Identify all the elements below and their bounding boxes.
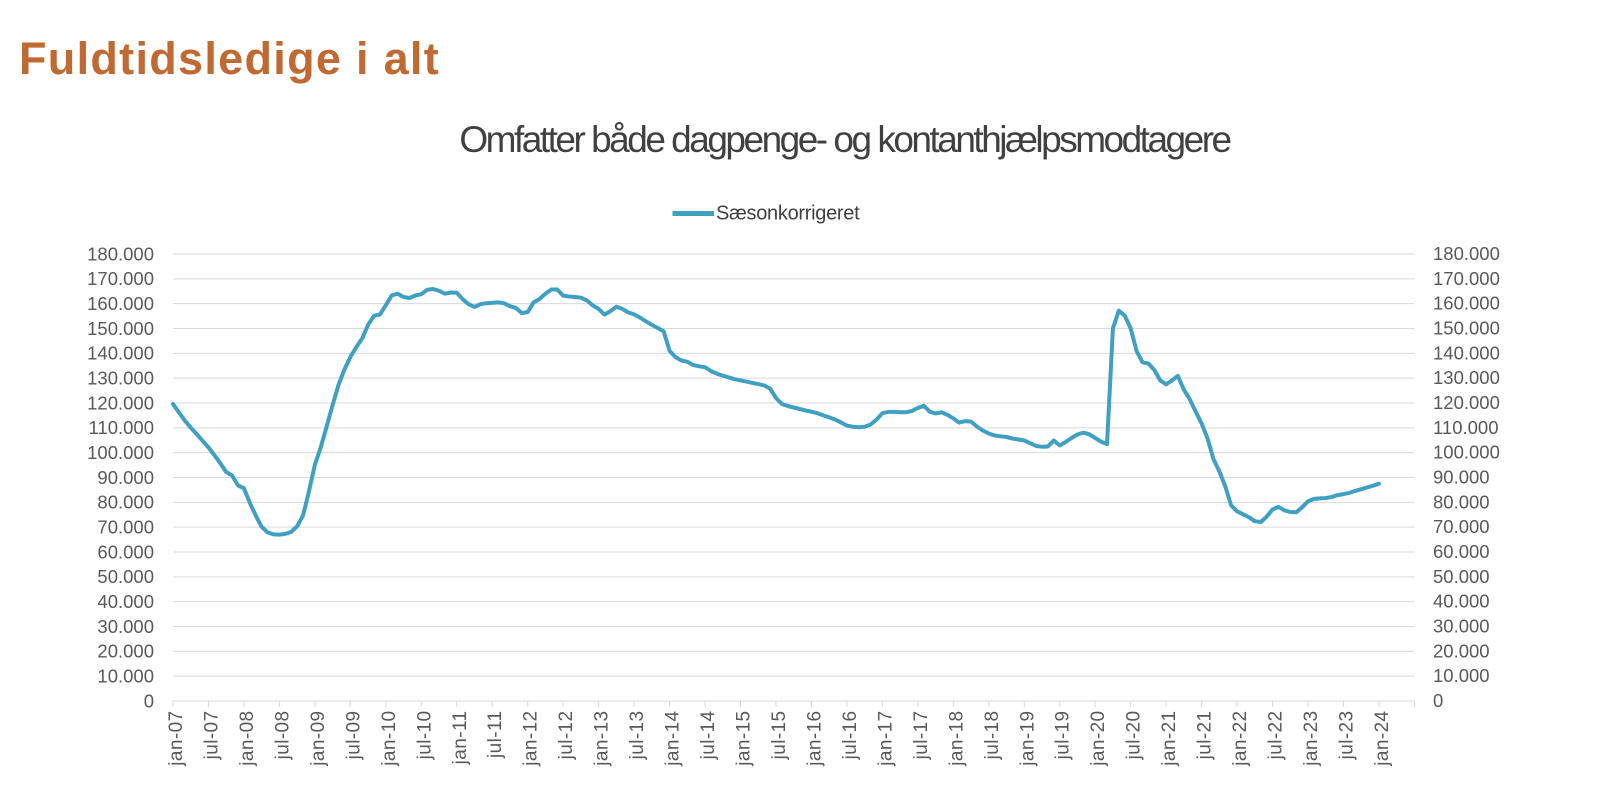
svg-text:170.000: 170.000 <box>1433 268 1500 289</box>
svg-text:140.000: 140.000 <box>87 343 154 364</box>
svg-text:50.000: 50.000 <box>97 566 154 587</box>
svg-text:100.000: 100.000 <box>1433 442 1500 463</box>
svg-text:jul-08: jul-08 <box>272 711 293 761</box>
svg-text:40.000: 40.000 <box>1433 591 1490 612</box>
svg-text:90.000: 90.000 <box>97 467 154 488</box>
svg-text:170.000: 170.000 <box>87 268 154 289</box>
svg-text:jan-16: jan-16 <box>804 711 825 767</box>
svg-text:Omfatter både dagpenge- og kon: Omfatter både dagpenge- og kontanthjælps… <box>459 119 1230 160</box>
svg-text:100.000: 100.000 <box>87 442 154 463</box>
svg-text:jan-09: jan-09 <box>308 711 329 767</box>
svg-text:jan-08: jan-08 <box>237 711 258 767</box>
svg-text:140.000: 140.000 <box>1433 342 1500 363</box>
svg-text:jan-10: jan-10 <box>379 711 400 767</box>
svg-text:jul-12: jul-12 <box>556 711 577 761</box>
svg-text:jul-07: jul-07 <box>201 711 222 761</box>
svg-text:130.000: 130.000 <box>1433 367 1500 388</box>
svg-text:70.000: 70.000 <box>1433 516 1490 537</box>
svg-text:jan-22: jan-22 <box>1230 711 1251 767</box>
svg-text:70.000: 70.000 <box>97 517 154 538</box>
svg-text:jul-09: jul-09 <box>343 711 364 761</box>
svg-text:jan-18: jan-18 <box>946 711 967 767</box>
svg-text:10.000: 10.000 <box>1433 665 1490 686</box>
svg-text:120.000: 120.000 <box>87 392 154 413</box>
svg-text:0: 0 <box>144 690 154 711</box>
svg-text:jan-15: jan-15 <box>734 711 755 767</box>
svg-text:jul-16: jul-16 <box>840 711 861 761</box>
svg-text:30.000: 30.000 <box>97 616 154 637</box>
svg-text:130.000: 130.000 <box>87 368 154 389</box>
svg-text:jan-24: jan-24 <box>1372 710 1393 766</box>
svg-text:jul-10: jul-10 <box>414 711 435 761</box>
svg-text:jan-17: jan-17 <box>875 711 896 767</box>
svg-text:60.000: 60.000 <box>97 541 154 562</box>
svg-text:50.000: 50.000 <box>1433 566 1490 587</box>
svg-text:150.000: 150.000 <box>1433 318 1500 339</box>
svg-text:jan-19: jan-19 <box>1017 711 1038 767</box>
svg-text:jan-20: jan-20 <box>1088 711 1109 767</box>
svg-text:110.000: 110.000 <box>1433 417 1499 438</box>
svg-text:160.000: 160.000 <box>1433 293 1500 314</box>
svg-text:jul-17: jul-17 <box>911 711 932 761</box>
svg-text:jan-12: jan-12 <box>521 711 542 767</box>
svg-text:180.000: 180.000 <box>1433 243 1500 264</box>
svg-text:180.000: 180.000 <box>87 243 154 264</box>
svg-text:0: 0 <box>1433 690 1443 711</box>
svg-text:jan-23: jan-23 <box>1301 711 1322 767</box>
svg-text:20.000: 20.000 <box>1433 640 1490 661</box>
svg-text:jul-15: jul-15 <box>769 711 790 761</box>
svg-text:150.000: 150.000 <box>87 318 154 339</box>
svg-text:60.000: 60.000 <box>1433 541 1490 562</box>
svg-text:jul-21: jul-21 <box>1195 711 1216 761</box>
svg-text:jul-11: jul-11 <box>485 711 506 759</box>
svg-text:jan-13: jan-13 <box>592 711 613 767</box>
svg-text:jul-14: jul-14 <box>698 710 719 760</box>
svg-text:10.000: 10.000 <box>97 666 154 687</box>
svg-text:jan-21: jan-21 <box>1159 711 1180 767</box>
svg-text:20.000: 20.000 <box>97 641 154 662</box>
svg-text:jul-19: jul-19 <box>1053 711 1074 761</box>
svg-text:80.000: 80.000 <box>1433 491 1490 512</box>
svg-text:120.000: 120.000 <box>1433 392 1500 413</box>
svg-text:jul-23: jul-23 <box>1336 711 1357 761</box>
svg-text:jan-07: jan-07 <box>166 711 187 767</box>
svg-text:Fuldtidsledige i alt: Fuldtidsledige i alt <box>19 33 440 84</box>
svg-text:Sæsonkorrigeret: Sæsonkorrigeret <box>716 203 860 225</box>
svg-text:110.000: 110.000 <box>89 417 155 438</box>
svg-text:30.000: 30.000 <box>1433 616 1490 637</box>
svg-text:jul-22: jul-22 <box>1266 711 1287 761</box>
svg-text:jul-13: jul-13 <box>627 711 648 761</box>
svg-text:jan-11: jan-11 <box>450 711 471 766</box>
svg-text:80.000: 80.000 <box>97 492 154 513</box>
svg-text:jan-14: jan-14 <box>663 710 684 766</box>
svg-text:jul-20: jul-20 <box>1124 711 1145 761</box>
svg-text:90.000: 90.000 <box>1433 467 1490 488</box>
svg-text:jul-18: jul-18 <box>982 711 1003 761</box>
svg-text:160.000: 160.000 <box>87 293 154 314</box>
svg-text:40.000: 40.000 <box>97 591 154 612</box>
